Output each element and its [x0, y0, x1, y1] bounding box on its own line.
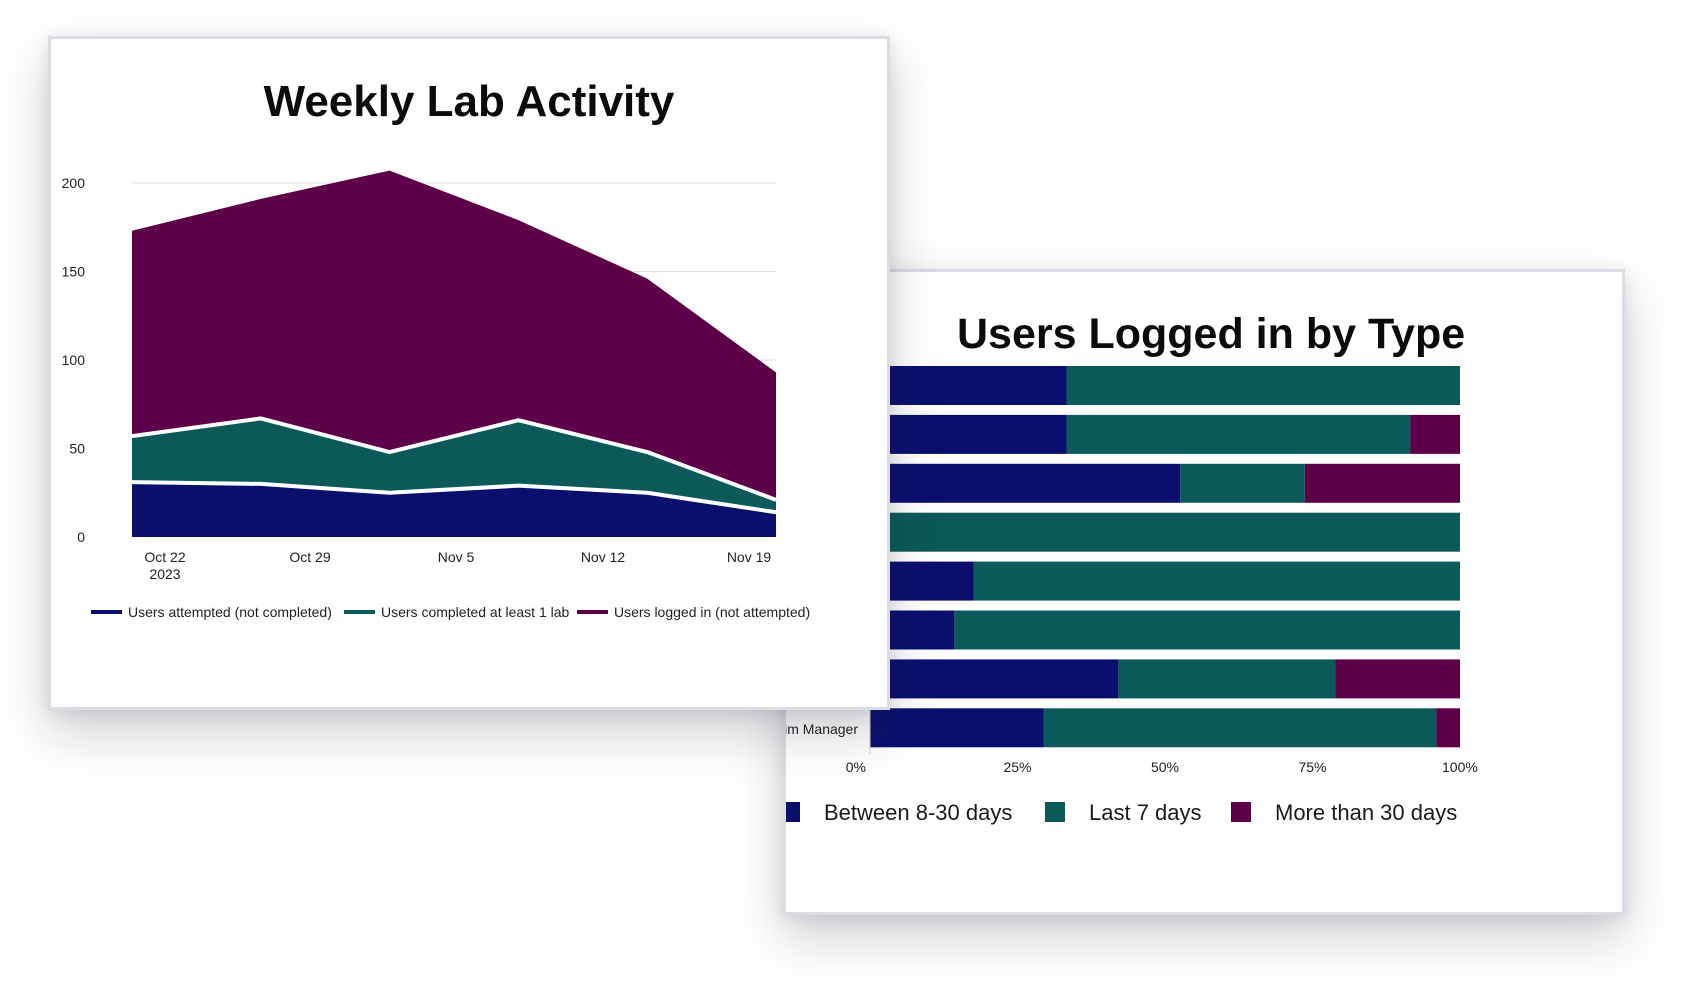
legend-label: More than 30 days — [1275, 800, 1457, 825]
legend-label: Last 7 days — [1089, 800, 1202, 825]
y-tick-label: 150 — [62, 264, 86, 280]
y-category-label: Crisis Sim Manager — [783, 721, 858, 737]
legend-label: Users completed at least 1 lab — [381, 604, 570, 620]
legend-swatch — [91, 610, 122, 614]
bar-segment — [1304, 463, 1460, 503]
chart-title: Users Logged in by Type — [957, 310, 1466, 358]
area-series — [132, 418, 776, 513]
bar-segment — [870, 414, 1067, 454]
x-tick-label: Nov 19 — [727, 549, 772, 565]
x-tick-label: 100% — [1442, 759, 1478, 775]
legend-swatch — [786, 802, 800, 822]
users-logged-in-chart: nagernagerdminnagerdminnagerEmployeeCris… — [783, 362, 1478, 825]
bar-segment — [1180, 463, 1305, 503]
bar-segment — [1066, 414, 1411, 454]
x-tick-label: 25% — [1003, 759, 1031, 775]
bar-segment — [870, 659, 1119, 699]
x-tick-label: 0% — [846, 759, 866, 775]
x-tick-label: Nov 5 — [438, 549, 475, 565]
x-tick-label: 75% — [1298, 759, 1326, 775]
bar-segment — [1066, 366, 1460, 405]
legend-label: Between 8-30 days — [824, 800, 1012, 825]
bar-segment — [870, 366, 1067, 405]
weekly-lab-activity-chart-card: Weekly Lab Activity 0 50 100 150 200 Oct 22 20… — [48, 36, 890, 710]
x-tick-label: 50% — [1151, 759, 1179, 775]
bar-segment — [870, 463, 1181, 503]
bar-segment — [1436, 708, 1460, 748]
x-tick-label: Oct 29 — [289, 549, 330, 565]
y-tick-label: 50 — [69, 441, 85, 457]
bar-segment — [1335, 659, 1460, 699]
bar-segment — [973, 561, 1460, 601]
y-tick-label: 200 — [62, 175, 86, 191]
y-tick-label: 0 — [77, 529, 85, 545]
legend-swatch — [577, 610, 608, 614]
bar-segment — [954, 610, 1460, 650]
legend-swatch — [1045, 802, 1065, 822]
area-boundary-line — [131, 480, 777, 515]
bar-segment — [1043, 708, 1437, 748]
users-logged-in-chart-card: Users Logged in by Type nagernagerdminna… — [783, 269, 1625, 915]
area-series — [132, 170, 776, 500]
x-tick-sublabel: 2023 — [149, 566, 180, 582]
area-series — [132, 482, 776, 537]
bar-segment — [1410, 414, 1460, 454]
chart-title: Weekly Lab Activity — [263, 77, 675, 126]
legend-label: Users logged in (not attempted) — [614, 604, 810, 620]
bar-segment — [870, 512, 1460, 552]
x-tick-label: Oct 22 — [144, 549, 185, 565]
legend-swatch — [1231, 802, 1251, 822]
bar-segment — [1118, 659, 1336, 699]
area-boundary-line — [131, 416, 777, 502]
legend-swatch — [344, 610, 375, 614]
y-tick-label: 100 — [62, 352, 86, 368]
bar-segment — [870, 708, 1044, 748]
legend-label: Users attempted (not completed) — [128, 604, 332, 620]
x-tick-label: Nov 12 — [581, 549, 626, 565]
